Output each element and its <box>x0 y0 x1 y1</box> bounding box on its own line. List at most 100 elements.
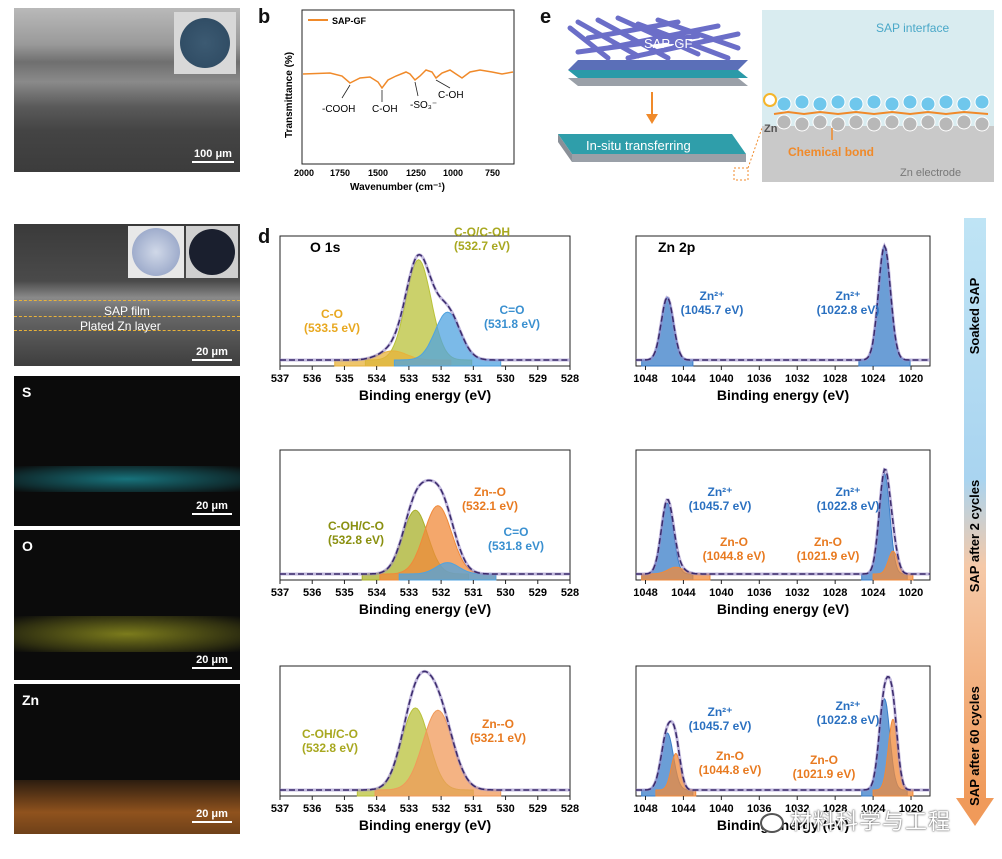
zn2p-annotation: (1022.8 eV) <box>817 713 880 727</box>
o1s-tick-label: 533 <box>400 373 418 385</box>
o1s-annotation: (532.8 eV) <box>328 533 384 547</box>
o1s-tick-label: 529 <box>529 803 547 815</box>
x-tick: 750 <box>485 168 500 178</box>
eds-map-o: O 20 μm <box>14 530 240 680</box>
zn2p-tick-label: 1028 <box>823 803 847 815</box>
zn2p-annotation: Zn²⁺ <box>700 289 725 303</box>
sap-gf-fibers <box>567 15 748 86</box>
zn2p-tick-label: 1020 <box>899 587 923 599</box>
x-tick: 1750 <box>330 168 350 178</box>
zn2p-tick-label: 1028 <box>823 373 847 385</box>
zn2p-tick-label: 1028 <box>823 587 847 599</box>
zn2p-annotation: Zn²⁺ <box>836 699 861 713</box>
scale-bar-o: 20 μm <box>192 654 232 669</box>
inset-photo-c1 <box>128 226 184 278</box>
o1s-tick-label: 535 <box>335 373 353 385</box>
zn2p-frame <box>635 235 931 367</box>
o1s-annotation: Zn--O <box>482 717 514 731</box>
o1s-annotation: (532.1 eV) <box>462 499 518 513</box>
sem-image-c: SAP film Plated Zn layer 20 μm <box>14 224 240 366</box>
zn2p-annotation: (1045.7 eV) <box>689 719 752 733</box>
o1s-annotation: (531.8 eV) <box>484 317 540 331</box>
o1s-annotation: C=O <box>503 525 528 539</box>
o1s-tick-label: 534 <box>367 373 386 385</box>
o1s-fit <box>280 670 570 791</box>
o1s-xlabel: Binding energy (eV) <box>359 817 491 833</box>
x-tick: 1000 <box>443 168 463 178</box>
o1s-tick-label: 536 <box>303 587 321 599</box>
ftir-line <box>302 69 514 90</box>
eds-map-s: S 20 μm <box>14 376 240 526</box>
sem-image-a: 100 μm <box>14 8 240 172</box>
zn2p-tick-label: 1040 <box>709 373 733 385</box>
zn2p-annotation: Zn²⁺ <box>836 289 861 303</box>
o1s-tick-label: 534 <box>367 587 386 599</box>
o1s-title: O 1s <box>310 239 341 255</box>
zn2p-annotation: (1045.7 eV) <box>689 499 752 513</box>
o1s-tick-label: 537 <box>271 373 289 385</box>
zn2p-annotation: Zn-O <box>814 535 842 549</box>
zn2p-annotation: (1044.8 eV) <box>703 549 766 563</box>
o1s-tick-label: 531 <box>464 373 482 385</box>
o1s-tick-label: 532 <box>432 587 450 599</box>
x-tick: 2000 <box>294 168 314 178</box>
o1s-tick-label: 528 <box>561 373 579 385</box>
o1s-tick-label: 533 <box>400 803 418 815</box>
zn2p-tick-label: 1024 <box>861 373 886 385</box>
watermark: 材料科学与工程 <box>760 804 951 836</box>
zn2p-tick-label: 1036 <box>747 373 771 385</box>
sap-film-label: SAP film <box>104 304 150 318</box>
zn2p-tick-label: 1020 <box>899 373 923 385</box>
zn2p-annotation: Zn²⁺ <box>836 485 861 499</box>
zn2p-fit <box>636 676 930 791</box>
arrow-label: Soaked SAP <box>967 277 982 354</box>
o1s-annotation: (532.7 eV) <box>454 239 510 253</box>
o1s-annotation: (533.5 eV) <box>304 321 360 335</box>
element-label-zn: Zn <box>22 692 40 708</box>
o1s-tick-label: 534 <box>367 803 386 815</box>
legend-label: SAP-GF <box>332 16 367 26</box>
panel-e-letter: e <box>540 6 552 28</box>
o1s-xlabel: Binding energy (eV) <box>359 601 491 617</box>
zn2p-tick-label: 1044 <box>671 587 696 599</box>
zn2p-tick-label: 1048 <box>633 373 657 385</box>
plated-zn-label: Plated Zn layer <box>80 319 161 333</box>
scale-bar-c: 20 μm <box>192 346 232 361</box>
schematic-e: SAP-GF In-situ transferring SAP interfac… <box>558 10 994 182</box>
zn2p-title: Zn 2p <box>658 239 695 255</box>
zn2p-tick-label: 1036 <box>747 587 771 599</box>
zn2p-annotation: Zn²⁺ <box>708 485 733 499</box>
o1s-xlabel: Binding energy (eV) <box>359 387 491 403</box>
o1s-annotation: C-OH/C-O <box>302 727 358 741</box>
o1s-tick-label: 529 <box>529 373 547 385</box>
element-label-o: O <box>22 538 33 554</box>
o1s-annotation: C=O <box>499 303 524 317</box>
zn2p-annotation: Zn²⁺ <box>708 705 733 719</box>
peak-label-so3: -SO₃⁻ <box>410 100 437 111</box>
sap-gf-label: SAP-GF <box>644 36 692 51</box>
o1s-annotation: Zn--O <box>474 485 506 499</box>
zn2p-annotation: (1022.8 eV) <box>817 499 880 513</box>
o1s-tick-label: 529 <box>529 587 547 599</box>
inset-photo-c2 <box>186 226 238 278</box>
o1s-annotation: (532.1 eV) <box>470 731 526 745</box>
zn2p-annotation: Zn-O <box>720 535 748 549</box>
zn2p-frame <box>635 665 931 797</box>
o1s-tick-label: 535 <box>335 587 353 599</box>
zn2p-tick-label: 1040 <box>709 803 733 815</box>
o1s-tick-label: 531 <box>464 803 482 815</box>
o1s-tick-label: 528 <box>561 803 579 815</box>
o1s-tick-label: 530 <box>496 803 514 815</box>
zn2p-tick-label: 1020 <box>899 803 923 815</box>
arrow-label: SAP after 60 cycles <box>967 686 982 806</box>
o1s-tick-label: 532 <box>432 373 450 385</box>
o1s-tick-label: 530 <box>496 587 514 599</box>
zn-atom-label: Zn <box>764 123 778 135</box>
wechat-icon <box>760 813 784 834</box>
o1s-tick-label: 531 <box>464 587 482 599</box>
o1s-tick-label: 528 <box>561 587 579 599</box>
y-axis-label: Transmittance (%) <box>284 52 295 138</box>
scale-bar-zn: 20 μm <box>192 808 232 823</box>
o1s-annotation: (531.8 eV) <box>488 539 544 553</box>
zn2p-annotation: (1045.7 eV) <box>681 303 744 317</box>
